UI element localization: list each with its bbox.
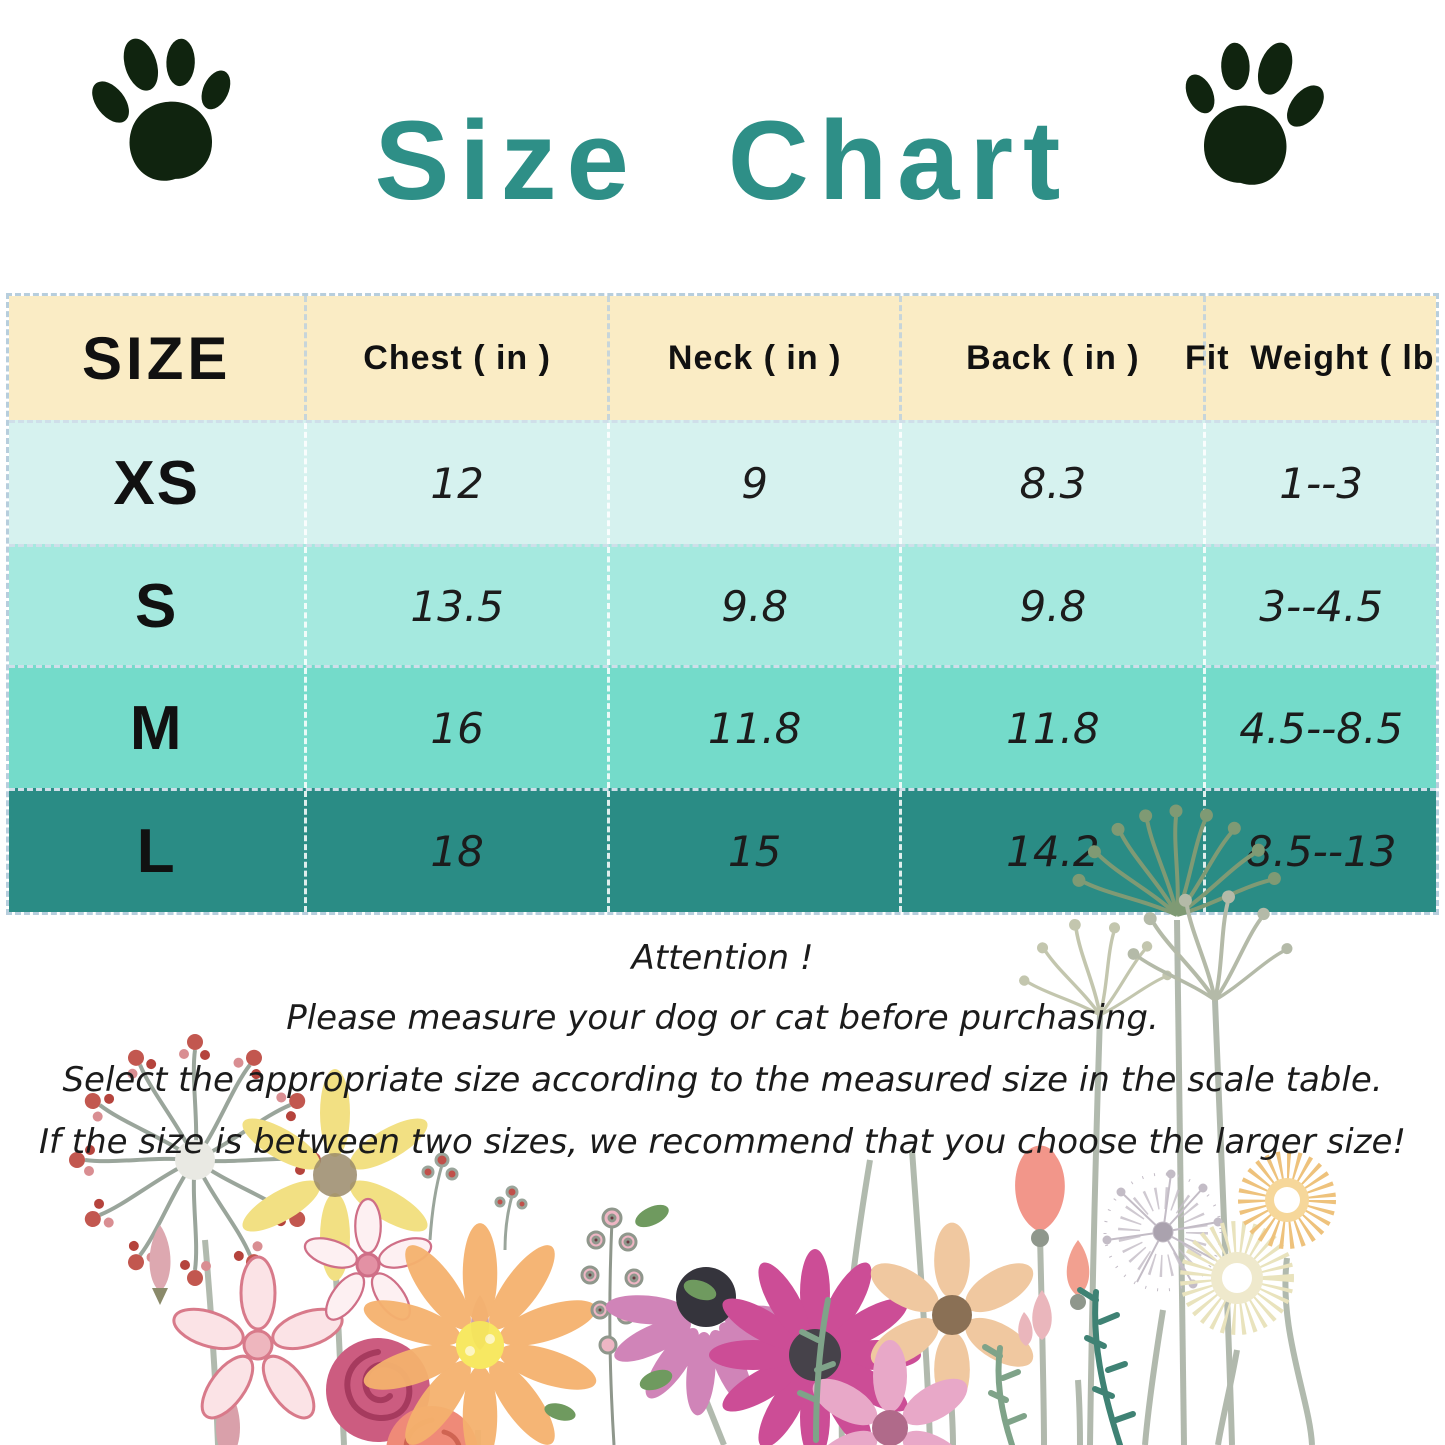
weight-cell: 4.5--8.5 — [1203, 668, 1436, 788]
attention-line: If the size is between two sizes, we rec… — [38, 1122, 1407, 1162]
table-header-row: SIZE Chest ( in ) Neck ( in ) Back ( in … — [9, 296, 1445, 420]
paw-print-icon — [92, 38, 231, 181]
chest-cell: 16 — [304, 668, 607, 788]
table-row-s: S 13.5 9.8 9.8 3--4.5 — [9, 544, 1436, 665]
column-header-size: SIZE — [82, 324, 232, 392]
weight-cell: 1--3 — [1203, 423, 1436, 544]
back-cell: 9.8 — [899, 547, 1203, 665]
page-title: Size Chart — [374, 98, 1071, 223]
size-cell: M — [129, 693, 184, 763]
attention-line: Select the appropriate size according to… — [62, 1060, 1383, 1100]
table-row-l: L 18 15 14.2 8.5--13 — [9, 788, 1436, 912]
chest-cell: 13.5 — [304, 547, 607, 665]
neck-cell: 9.8 — [606, 547, 900, 665]
back-cell: 8.3 — [899, 423, 1203, 544]
neck-cell: 11.8 — [606, 668, 900, 788]
table-row-xs: XS 12 9 8.3 1--3 — [9, 420, 1436, 544]
table-row-m: M 16 11.8 11.8 4.5--8.5 — [9, 665, 1436, 788]
chest-cell: 12 — [304, 423, 607, 544]
column-header-weight: Fit Weight ( lb ) — [1185, 296, 1445, 420]
size-table: SIZE Chest ( in ) Neck ( in ) Back ( in … — [6, 293, 1445, 915]
attention-line: Please measure your dog or cat before pu… — [286, 998, 1159, 1038]
column-header-back: Back ( in ) — [899, 296, 1203, 420]
size-cell: L — [136, 817, 177, 886]
chest-cell: 18 — [304, 791, 607, 912]
column-header-neck: Neck ( in ) — [606, 296, 900, 420]
paw-print-icon — [1185, 42, 1324, 185]
attention-note: Attention ! Please measure your dog or c… — [0, 938, 1445, 1184]
neck-cell: 9 — [606, 423, 900, 544]
back-cell: 14.2 — [899, 791, 1203, 912]
attention-heading: Attention ! — [631, 938, 814, 978]
size-cell: S — [135, 571, 179, 641]
size-cell: XS — [113, 449, 201, 518]
weight-cell: 3--4.5 — [1203, 547, 1436, 665]
column-header-chest: Chest ( in ) — [304, 296, 607, 420]
neck-cell: 15 — [606, 791, 900, 912]
weight-cell: 8.5--13 — [1203, 791, 1436, 912]
back-cell: 11.8 — [899, 668, 1203, 788]
